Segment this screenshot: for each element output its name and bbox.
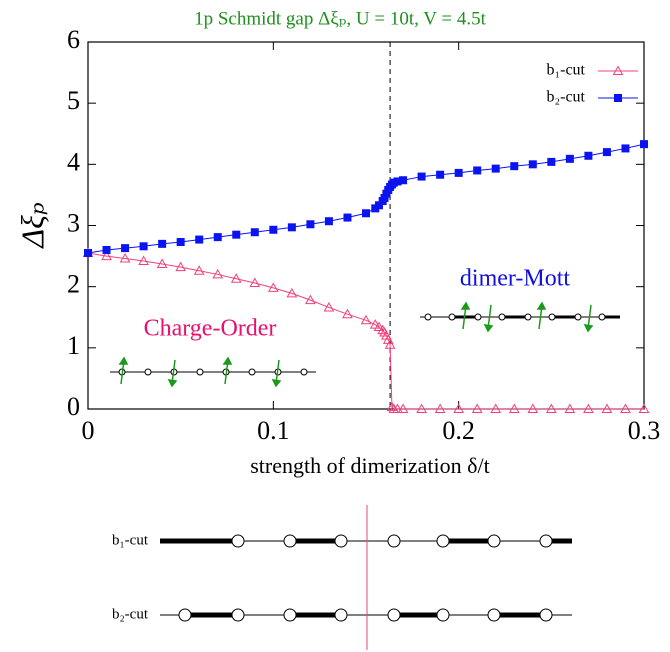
marker bbox=[490, 403, 502, 413]
row-label: b₁-cut bbox=[112, 532, 149, 548]
marker bbox=[305, 294, 316, 305]
marker bbox=[287, 223, 296, 232]
marker bbox=[286, 287, 298, 298]
marker bbox=[386, 401, 398, 412]
marker bbox=[176, 238, 185, 247]
charge-order-chain bbox=[110, 356, 316, 388]
marker bbox=[195, 235, 204, 244]
marker bbox=[119, 253, 131, 263]
marker bbox=[508, 403, 520, 413]
marker bbox=[269, 225, 278, 234]
marker bbox=[324, 217, 333, 226]
marker bbox=[602, 148, 611, 157]
marker bbox=[380, 193, 389, 202]
row-label: b₂-cut bbox=[112, 606, 149, 622]
marker bbox=[565, 154, 574, 163]
marker bbox=[434, 403, 446, 413]
marker bbox=[362, 209, 370, 218]
marker bbox=[527, 403, 539, 413]
y-tick-label: 3 bbox=[67, 208, 80, 237]
y-tick-label: 2 bbox=[67, 270, 80, 299]
marker bbox=[139, 242, 148, 251]
marker bbox=[583, 403, 594, 413]
y-tick-label: 0 bbox=[67, 392, 80, 421]
marker bbox=[454, 168, 463, 177]
marker bbox=[384, 339, 396, 349]
marker bbox=[84, 249, 92, 258]
marker bbox=[213, 233, 222, 242]
marker bbox=[528, 160, 537, 169]
legend-label: b₂-cut bbox=[547, 89, 586, 106]
marker bbox=[417, 172, 426, 181]
x-tick-label: 0.1 bbox=[257, 416, 290, 445]
x-axis-label: strength of dimerization δ/t bbox=[250, 453, 489, 478]
marker bbox=[267, 282, 279, 292]
marker bbox=[249, 277, 261, 287]
marker bbox=[614, 94, 622, 102]
marker bbox=[473, 166, 482, 175]
marker bbox=[399, 176, 408, 185]
marker bbox=[306, 220, 315, 229]
marker bbox=[392, 403, 403, 413]
marker bbox=[612, 65, 624, 75]
marker bbox=[342, 308, 353, 319]
marker bbox=[397, 403, 409, 413]
marker bbox=[323, 301, 335, 312]
marker bbox=[436, 170, 445, 179]
marker bbox=[510, 162, 519, 171]
series-line bbox=[87, 143, 645, 254]
x-tick-label: 0 bbox=[82, 416, 95, 445]
marker bbox=[547, 157, 556, 166]
b1-chain bbox=[160, 534, 572, 548]
marker bbox=[102, 245, 111, 254]
marker bbox=[453, 403, 465, 413]
y-tick-label: 5 bbox=[67, 86, 80, 115]
marker bbox=[156, 258, 168, 269]
marker bbox=[212, 268, 224, 279]
marker bbox=[250, 228, 259, 237]
x-tick-label: 0.2 bbox=[442, 416, 475, 445]
annotation: Charge-Order bbox=[144, 316, 277, 342]
marker bbox=[416, 403, 427, 413]
marker bbox=[491, 164, 500, 173]
marker bbox=[601, 403, 613, 413]
legend-label: b₁-cut bbox=[547, 62, 586, 79]
marker bbox=[121, 244, 130, 253]
marker bbox=[230, 273, 242, 283]
marker bbox=[621, 144, 630, 153]
marker bbox=[373, 321, 385, 332]
marker bbox=[584, 151, 593, 160]
marker bbox=[564, 403, 576, 413]
dimer-mott-chain bbox=[420, 301, 620, 333]
marker bbox=[369, 319, 381, 329]
marker bbox=[471, 403, 483, 413]
marker bbox=[360, 314, 372, 325]
y-tick-label: 1 bbox=[67, 331, 80, 360]
marker bbox=[232, 230, 241, 239]
marker bbox=[175, 261, 187, 272]
x-tick-label: 0.3 bbox=[628, 416, 661, 445]
y-tick-label: 4 bbox=[67, 147, 80, 176]
marker bbox=[343, 213, 352, 222]
y-tick-label: 6 bbox=[67, 25, 80, 54]
marker bbox=[620, 403, 631, 413]
chart-title: 1p Schmidt gap Δξₚ, U = 10t, V = 4.5t bbox=[194, 8, 487, 29]
marker bbox=[101, 250, 112, 261]
annotation: dimer-Mott bbox=[460, 266, 571, 292]
y-axis-label: Δξₚ bbox=[14, 202, 50, 249]
marker bbox=[393, 177, 402, 186]
marker bbox=[638, 403, 650, 413]
marker bbox=[374, 201, 383, 210]
b2-chain bbox=[160, 608, 572, 622]
marker bbox=[545, 403, 557, 413]
marker bbox=[138, 255, 149, 265]
marker bbox=[193, 265, 205, 275]
marker bbox=[640, 140, 648, 149]
marker bbox=[158, 239, 167, 248]
